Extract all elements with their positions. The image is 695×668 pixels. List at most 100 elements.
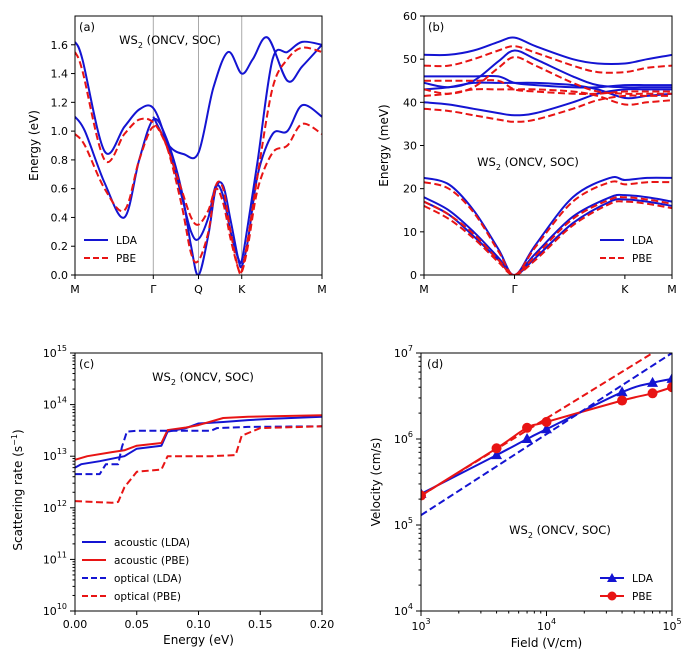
x-tick-label: M [667, 283, 677, 296]
y-tick-label: 1013 [43, 447, 67, 463]
rate-line [75, 425, 322, 476]
phonon-line-lda [424, 49, 672, 89]
y-tick-label: 30 [403, 140, 417, 153]
rate-line [75, 425, 322, 504]
x-axis-label: Energy (eV) [163, 633, 234, 647]
panel-label: (d) [427, 357, 443, 371]
curves-d [421, 353, 672, 517]
data-marker-triangle [647, 376, 659, 387]
velocity-line [421, 377, 672, 495]
legend-label: LDA [632, 573, 654, 585]
x-tick-label: M [419, 283, 429, 296]
y-tick-label: 1.4 [51, 68, 69, 81]
legend-marker [607, 591, 617, 601]
chart-title: WS2 (ONCV, SOC) [477, 155, 579, 172]
phonon-line-pbe [424, 55, 672, 95]
band-line-pbe [75, 122, 322, 275]
panel-b: 0 10 20 30 40 50 60 M Γ K M Energy (meV) (b) WS2 (ONC… [377, 10, 677, 296]
data-marker-circle [667, 382, 672, 393]
data-marker-triangle [616, 386, 628, 397]
data-marker-triangle [541, 423, 552, 434]
y-tick-label: 50 [403, 53, 417, 66]
legend-label: LDA [632, 235, 654, 247]
phonon-line-lda [424, 88, 672, 117]
chart-title: WS2 (ONCV, SOC) [152, 370, 254, 387]
y-tick-label: 0 [410, 269, 417, 282]
y-tick-label: 1014 [43, 396, 67, 412]
x-tick-label: 0.15 [248, 618, 273, 631]
x-tick-label: 0.20 [310, 618, 335, 631]
phonon-line-lda [424, 198, 672, 275]
y-tick-label: 40 [403, 96, 417, 109]
phonon-line-pbe [424, 45, 672, 74]
x-tick-label: Γ [511, 283, 518, 296]
y-tick-label: 0.2 [51, 240, 69, 253]
chart-title: WS2 (ONCV, SOC) [119, 33, 221, 50]
phonon-line-pbe [424, 180, 672, 275]
band-line-pbe [75, 46, 322, 275]
y-tick-label: 1015 [43, 344, 67, 360]
data-marker-circle [522, 422, 533, 433]
rate-line [75, 414, 322, 461]
y-tick-label: 1010 [43, 602, 67, 618]
phonon-line-lda [424, 193, 672, 275]
data-marker-circle [647, 388, 658, 399]
y-tick-label: 1011 [43, 550, 67, 566]
phonon-line-pbe [424, 94, 672, 123]
y-tick-label: 104 [394, 602, 413, 618]
x-tick-label: M [317, 283, 327, 296]
phonon-line-pbe [424, 196, 672, 275]
legend-label: LDA [116, 235, 138, 247]
y-tick-label: 0.6 [51, 183, 69, 196]
panel-label: (b) [428, 20, 444, 34]
phonon-line-lda [424, 176, 672, 275]
panel-label: (c) [79, 357, 94, 371]
y-tick-label: 1.0 [51, 125, 69, 138]
legend: LDA PBE [600, 235, 654, 265]
y-tick-label: 1.6 [51, 39, 69, 52]
legend-label: acoustic (LDA) [114, 537, 190, 549]
data-marker-circle [541, 416, 552, 427]
x-tick-label: Γ [150, 283, 157, 296]
y-axis-label: Velocity (cm/s) [369, 438, 383, 527]
y-tick-label: 105 [394, 516, 413, 532]
x-tick-label: 0.10 [186, 618, 211, 631]
y-tick-label: 107 [394, 344, 413, 360]
data-marker-triangle [521, 433, 533, 443]
velocity-line [421, 386, 672, 497]
x-tick-label: M [70, 283, 80, 296]
legend: LDA PBE [84, 235, 138, 265]
legend: acoustic (LDA) acoustic (PBE) optical (LDA… [82, 537, 190, 603]
phonon-line-lda [424, 36, 672, 66]
x-tick-label: 0.00 [63, 618, 88, 631]
bands-b [424, 36, 672, 275]
curves-c [75, 414, 322, 504]
data-marker-circle [617, 395, 628, 406]
velocity-line [421, 353, 672, 517]
x-tick-label: K [238, 283, 246, 296]
bands-a [75, 36, 322, 275]
panel-c: 1010 1011 1012 1013 1014 1015 0.00 0.05 0.10 0.15… [10, 344, 334, 647]
legend-label: acoustic (PBE) [114, 555, 189, 567]
x-tick-label: 104 [537, 617, 556, 633]
legend-label: PBE [632, 253, 652, 265]
y-tick-label: 106 [394, 430, 413, 446]
y-tick-label: 0.0 [51, 269, 69, 282]
y-tick-label: 1.2 [51, 96, 69, 109]
legend-marker [607, 573, 617, 582]
x-tick-label: K [621, 283, 629, 296]
legend-label: optical (LDA) [114, 573, 182, 585]
phonon-line-pbe [424, 79, 672, 95]
legend-label: PBE [116, 253, 136, 265]
x-tick-label: 103 [411, 617, 430, 633]
chart-title: WS2 (ONCV, SOC) [509, 523, 611, 540]
y-tick-label: 60 [403, 10, 417, 23]
data-marker-triangle [491, 449, 503, 460]
phonon-line-lda [424, 74, 672, 89]
x-tick-label: 105 [662, 617, 681, 633]
legend: LDA PBE [600, 573, 654, 603]
panel-a: 0.0 0.2 0.4 0.6 0.8 1.0 1.2 1.4 1.6 M Γ Q K M Energy (… [27, 15, 327, 296]
panel-label: (a) [79, 20, 95, 34]
